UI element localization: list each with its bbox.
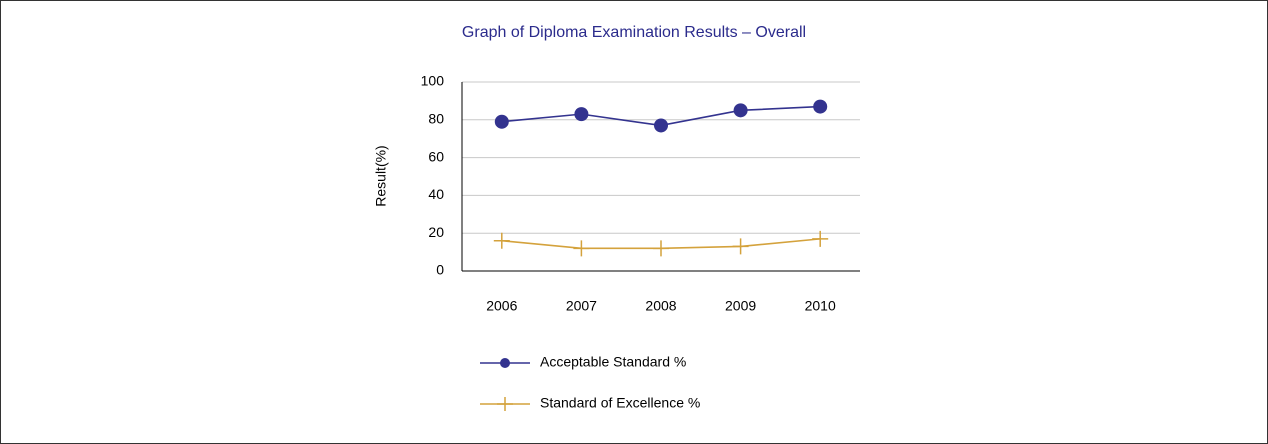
y-tick-label: 100 (421, 73, 445, 89)
x-tick-label: 2007 (566, 298, 597, 314)
point (812, 230, 829, 247)
y-tick-label: 60 (428, 148, 444, 164)
x-tick-label: 2008 (645, 298, 676, 314)
y-tick-label: 40 (428, 186, 444, 202)
legend-marker (497, 397, 513, 411)
point (573, 240, 590, 257)
point (494, 114, 509, 129)
y-tick-label: 0 (436, 262, 444, 278)
x-tick-label: 2006 (486, 298, 517, 314)
point (732, 238, 749, 255)
point (813, 99, 828, 114)
y-axis-label: Result(%) (373, 145, 389, 206)
y-tick-label: 80 (428, 111, 444, 127)
point (574, 107, 589, 122)
x-tick-label: 2010 (805, 298, 836, 314)
point (733, 103, 748, 118)
legend-label: Acceptable Standard % (540, 354, 686, 370)
chart-title: Graph of Diploma Examination Results – O… (462, 24, 806, 41)
point (654, 118, 668, 133)
y-tick-label: 20 (428, 224, 444, 240)
point (493, 232, 510, 249)
point (653, 240, 669, 257)
legend-marker (500, 358, 510, 368)
legend-label: Standard of Excellence % (540, 395, 700, 411)
x-tick-label: 2009 (725, 298, 756, 314)
